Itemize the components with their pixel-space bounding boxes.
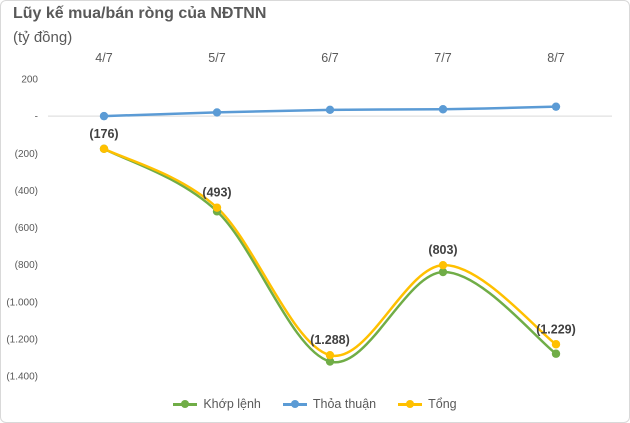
y-tick-label: 200 (21, 75, 38, 86)
y-tick-label: (600) (15, 223, 38, 234)
data-point-khop-lenh (551, 349, 561, 358)
data-point-thoa-thuan (99, 111, 109, 121)
legend-item-tong: Tổng (398, 397, 457, 411)
y-axis-ticks: 200 - (200) (400) (600) (800) (1.000) (1.200) (1… (6, 75, 38, 383)
data-point-thoa-thuan (438, 105, 448, 114)
data-point-khop-lenh (325, 357, 335, 366)
x-tick-label: 7/7 (434, 51, 451, 65)
data-label: (493) (202, 186, 231, 200)
series-line-khop-lenh (103, 147, 557, 364)
data-point-khop-lenh (438, 267, 448, 277)
data-point-thoa-thuan (212, 108, 222, 117)
legend-label: Khớp lệnh (203, 397, 261, 411)
data-label: (1.288) (310, 333, 350, 347)
series-points (99, 102, 561, 366)
x-tick-label: 8/7 (547, 51, 564, 65)
legend-swatch (398, 399, 423, 409)
legend-item-thoa-thuan: Thỏa thuận (282, 397, 377, 411)
x-tick-label: 6/7 (321, 51, 338, 65)
x-tick-label: 5/7 (208, 51, 225, 65)
data-point-thoa-thuan (551, 102, 561, 111)
data-point-tong (99, 144, 109, 153)
y-tick-label: (1.000) (6, 297, 38, 308)
legend-swatch (173, 399, 198, 409)
y-tick-label: (200) (15, 149, 38, 160)
legend-label: Tổng (428, 397, 457, 411)
data-point-tong (551, 340, 561, 349)
data-point-tong (325, 351, 335, 360)
data-label: (1.229) (536, 322, 576, 336)
data-label: (803) (428, 243, 457, 257)
series-lines (103, 105, 557, 364)
y-tick-label: (400) (15, 186, 38, 197)
x-tick-label: 4/7 (95, 51, 112, 65)
data-labels: (176) (493) (1.288) (803) (1.229) (89, 127, 575, 347)
data-point-tong (438, 260, 448, 270)
y-tick-label: (1.200) (6, 334, 38, 345)
legend-swatch (282, 399, 307, 409)
chart-title: Lũy kế mua/bán ròng của NĐTNN (13, 5, 267, 22)
x-axis: 4/7 5/7 6/7 7/7 8/7 (48, 51, 612, 117)
y-tick-label: (1.400) (6, 372, 38, 383)
chart-legend: Khớp lệnh Thỏa thuận Tổng (0, 397, 630, 411)
y-tick-label: - (35, 112, 38, 123)
y-tick-label: (800) (15, 260, 38, 271)
legend-item-khop-lenh: Khớp lệnh (173, 397, 261, 411)
legend-label: Thỏa thuận (312, 397, 377, 411)
chart-subtitle: (tỷ đồng) (13, 29, 73, 46)
data-point-tong (212, 203, 222, 212)
data-label: (176) (89, 127, 118, 141)
data-point-thoa-thuan (325, 105, 335, 115)
